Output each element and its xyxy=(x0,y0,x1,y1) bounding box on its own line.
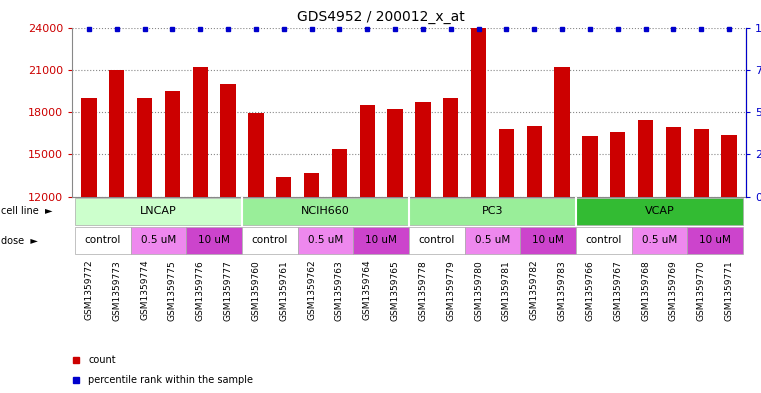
Text: GSM1359778: GSM1359778 xyxy=(419,260,428,321)
Bar xyxy=(131,228,186,254)
Text: VCAP: VCAP xyxy=(645,206,674,216)
Bar xyxy=(353,228,409,254)
Bar xyxy=(582,136,597,196)
Bar xyxy=(666,127,681,196)
Bar xyxy=(527,126,542,196)
Bar xyxy=(555,67,570,196)
Bar xyxy=(75,198,242,224)
Text: 0.5 uM: 0.5 uM xyxy=(308,235,343,245)
Bar xyxy=(465,228,521,254)
Bar xyxy=(221,84,236,196)
Bar xyxy=(75,228,131,254)
Text: 10 uM: 10 uM xyxy=(365,235,397,245)
Bar xyxy=(298,228,353,254)
Text: GSM1359762: GSM1359762 xyxy=(307,260,316,320)
Bar xyxy=(521,228,576,254)
Text: count: count xyxy=(88,355,116,365)
Bar xyxy=(409,228,465,254)
Text: 0.5 uM: 0.5 uM xyxy=(475,235,510,245)
Text: GSM1359781: GSM1359781 xyxy=(502,260,511,321)
Bar xyxy=(137,98,152,196)
Bar xyxy=(248,114,263,196)
Text: LNCAP: LNCAP xyxy=(140,206,177,216)
Bar xyxy=(721,134,737,196)
Bar xyxy=(610,132,626,196)
Bar xyxy=(443,98,458,196)
Bar xyxy=(304,173,320,196)
Text: percentile rank within the sample: percentile rank within the sample xyxy=(88,375,253,385)
Text: GSM1359766: GSM1359766 xyxy=(585,260,594,321)
Bar xyxy=(693,129,709,196)
Text: GSM1359783: GSM1359783 xyxy=(558,260,567,321)
Text: GSM1359768: GSM1359768 xyxy=(641,260,650,321)
Bar xyxy=(416,102,431,196)
Bar xyxy=(242,198,409,224)
Text: control: control xyxy=(586,235,622,245)
Bar xyxy=(387,109,403,196)
Text: GSM1359765: GSM1359765 xyxy=(390,260,400,321)
Bar xyxy=(360,105,375,196)
Bar xyxy=(687,228,743,254)
Text: GSM1359779: GSM1359779 xyxy=(446,260,455,321)
Bar xyxy=(632,228,687,254)
Text: control: control xyxy=(419,235,455,245)
Bar xyxy=(638,121,653,196)
Bar xyxy=(576,198,743,224)
Text: PC3: PC3 xyxy=(482,206,503,216)
Text: GSM1359764: GSM1359764 xyxy=(363,260,372,320)
Text: GSM1359782: GSM1359782 xyxy=(530,260,539,320)
Text: control: control xyxy=(252,235,288,245)
Text: 10 uM: 10 uM xyxy=(532,235,564,245)
Text: cell line  ►: cell line ► xyxy=(1,206,53,216)
Bar xyxy=(498,129,514,196)
Bar xyxy=(409,198,576,224)
Text: 0.5 uM: 0.5 uM xyxy=(141,235,177,245)
Text: GSM1359777: GSM1359777 xyxy=(224,260,233,321)
Text: GSM1359774: GSM1359774 xyxy=(140,260,149,320)
Text: 10 uM: 10 uM xyxy=(699,235,731,245)
Bar xyxy=(242,228,298,254)
Bar xyxy=(471,28,486,196)
Text: GSM1359773: GSM1359773 xyxy=(113,260,121,321)
Bar xyxy=(332,149,347,196)
Text: GSM1359772: GSM1359772 xyxy=(84,260,94,320)
Text: GSM1359761: GSM1359761 xyxy=(279,260,288,321)
Bar xyxy=(193,67,208,196)
Bar xyxy=(186,228,242,254)
Bar xyxy=(576,228,632,254)
Text: GSM1359770: GSM1359770 xyxy=(697,260,705,321)
Text: GSM1359767: GSM1359767 xyxy=(613,260,622,321)
Bar xyxy=(276,177,291,196)
Text: GSM1359771: GSM1359771 xyxy=(724,260,734,321)
Text: 0.5 uM: 0.5 uM xyxy=(642,235,677,245)
Text: GSM1359780: GSM1359780 xyxy=(474,260,483,321)
Bar xyxy=(109,70,125,196)
Text: NCIH660: NCIH660 xyxy=(301,206,350,216)
Text: control: control xyxy=(84,235,121,245)
Text: GSM1359776: GSM1359776 xyxy=(196,260,205,321)
Bar xyxy=(81,98,97,196)
Text: GDS4952 / 200012_x_at: GDS4952 / 200012_x_at xyxy=(297,10,464,24)
Text: GSM1359769: GSM1359769 xyxy=(669,260,678,321)
Text: GSM1359775: GSM1359775 xyxy=(168,260,177,321)
Text: 10 uM: 10 uM xyxy=(199,235,230,245)
Bar xyxy=(165,91,180,196)
Text: dose  ►: dose ► xyxy=(1,236,37,246)
Text: GSM1359760: GSM1359760 xyxy=(251,260,260,321)
Text: GSM1359763: GSM1359763 xyxy=(335,260,344,321)
